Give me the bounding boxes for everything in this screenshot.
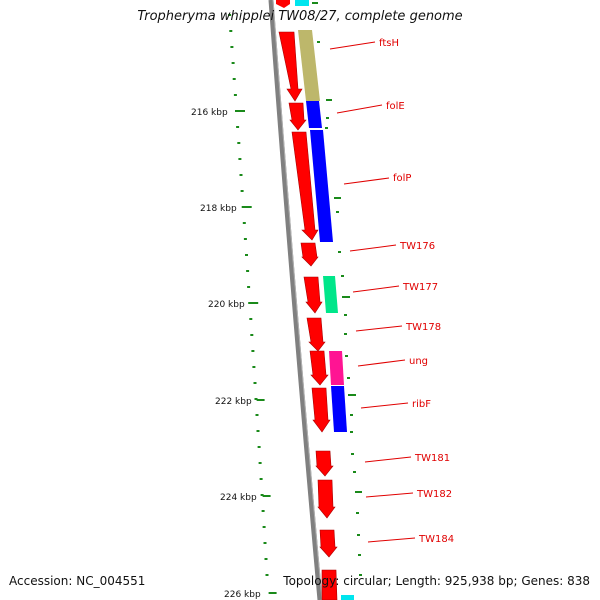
scale-ticks (228, 14, 277, 594)
gene-label-folE[interactable]: folE (386, 101, 405, 112)
leader-line-TW177 (352, 285, 400, 293)
cog-block-partial-bottom (341, 595, 354, 600)
cog-block-folP (310, 130, 333, 242)
cog-blocks (298, 30, 354, 600)
leader-line-TW176 (349, 244, 397, 252)
gene-arrow-TW177[interactable] (303, 276, 323, 314)
gene-arrow-ung[interactable] (309, 350, 329, 386)
leader-line-folE (336, 104, 383, 114)
scale-label-216: 216 kbp (191, 108, 228, 118)
gene-arrow-folE[interactable] (288, 102, 307, 131)
partial-cog-block (295, 0, 309, 6)
map-title: Tropheryma whipplei TW08/27, complete ge… (137, 9, 463, 24)
gene-label-TW181[interactable]: TW181 (414, 453, 450, 464)
gene-label-ftsH[interactable]: ftsH (379, 38, 399, 49)
gene-label-folP[interactable]: folP (393, 173, 411, 184)
partial-gene-arrow (276, 0, 290, 8)
gene-arrows (278, 31, 338, 600)
cog-block-ftsH (298, 30, 320, 101)
gene-arrow-ribF[interactable] (311, 387, 331, 433)
leader-line-TW181 (364, 456, 412, 463)
gene-arrow-TW176[interactable] (300, 242, 319, 267)
cog-block-ung (329, 351, 344, 385)
gene-arrow-TW178[interactable] (306, 317, 326, 352)
leader-line-ftsH (329, 41, 376, 50)
leader-line-TW184 (367, 537, 416, 543)
gene-label-TW176[interactable]: TW176 (399, 241, 435, 252)
gene-label-TW184[interactable]: TW184 (418, 534, 454, 545)
accession-text: Accession: NC_004551 (9, 574, 146, 588)
leader-line-ribF (360, 402, 409, 409)
scale-label-222: 222 kbp (215, 397, 252, 407)
gene-arrow-TW181[interactable] (315, 450, 334, 477)
scale-label-218: 218 kbp (200, 204, 237, 214)
leader-line-TW178 (355, 325, 403, 332)
genome-summary-text: Topology: circular; Length: 925,938 bp; … (283, 574, 590, 588)
gene-label-TW177[interactable]: TW177 (402, 282, 438, 293)
scale-label-220: 220 kbp (208, 300, 245, 310)
leader-line-ung (357, 359, 406, 367)
gene-label-TW182[interactable]: TW182 (416, 489, 452, 500)
cog-block-folE (306, 101, 322, 128)
gene-arrow-ftsH[interactable] (278, 31, 303, 102)
scale-labels: 216 kbp 218 kbp 220 kbp 222 kbp 224 kbp … (191, 108, 261, 600)
gene-arrow-TW182[interactable] (317, 479, 336, 519)
leader-line-TW182 (365, 492, 414, 498)
gene-arrow-TW184[interactable] (319, 529, 338, 558)
cog-block-TW177 (323, 276, 338, 313)
scale-label-224: 224 kbp (220, 493, 257, 503)
gene-ticks (317, 41, 362, 576)
gene-arrow-folP[interactable] (291, 131, 319, 241)
genome-backbone (268, 0, 323, 600)
cog-block-ribF (331, 386, 347, 432)
gene-label-ribF[interactable]: ribF (412, 399, 431, 410)
gene-labels: ftsH folE folP TW176 TW177 TW178 ung rib… (329, 38, 454, 545)
gene-arrow-partial-bottom (321, 569, 338, 600)
genome-backbone-highlight (272, 0, 323, 600)
gene-label-ung[interactable]: ung (409, 356, 428, 367)
top-partial-features (276, 0, 318, 8)
scale-label-226: 226 kbp (224, 590, 261, 600)
gene-label-TW178[interactable]: TW178 (405, 322, 441, 333)
leader-line-folP (343, 177, 390, 185)
